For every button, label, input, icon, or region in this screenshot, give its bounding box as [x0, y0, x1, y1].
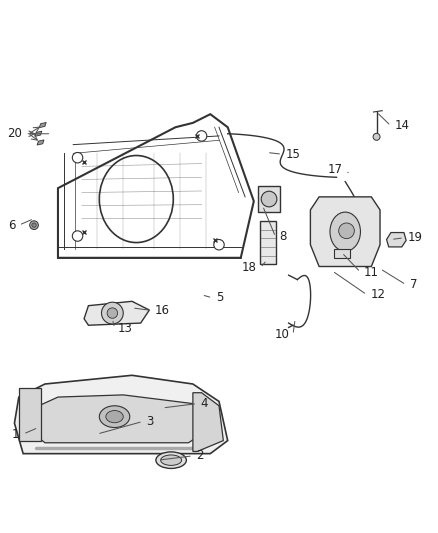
Circle shape [72, 231, 83, 241]
Ellipse shape [156, 452, 186, 469]
Ellipse shape [330, 212, 360, 251]
Text: 16: 16 [155, 304, 170, 317]
Circle shape [373, 133, 380, 140]
Circle shape [32, 223, 36, 228]
Polygon shape [14, 375, 228, 454]
Polygon shape [258, 186, 280, 212]
Text: 10: 10 [275, 328, 290, 341]
Text: 6: 6 [8, 219, 15, 232]
Polygon shape [19, 389, 41, 441]
Polygon shape [84, 301, 149, 325]
Text: 5: 5 [216, 292, 223, 304]
Text: 8: 8 [279, 230, 286, 244]
Text: 15: 15 [286, 148, 300, 161]
Circle shape [102, 302, 123, 324]
Circle shape [339, 223, 354, 239]
Polygon shape [260, 221, 276, 264]
Polygon shape [39, 123, 46, 128]
Text: 18: 18 [242, 261, 257, 274]
Circle shape [196, 131, 207, 141]
Polygon shape [334, 249, 350, 258]
Ellipse shape [161, 455, 182, 465]
Polygon shape [387, 232, 406, 247]
Text: 12: 12 [371, 288, 385, 301]
Text: 14: 14 [394, 119, 410, 132]
Polygon shape [34, 395, 201, 443]
Text: 20: 20 [7, 127, 22, 140]
Text: 2: 2 [196, 449, 204, 462]
Polygon shape [193, 393, 223, 451]
Text: 7: 7 [410, 278, 417, 291]
Text: 11: 11 [364, 265, 379, 279]
Circle shape [72, 152, 83, 163]
Circle shape [107, 308, 117, 318]
Text: 3: 3 [146, 415, 154, 428]
Ellipse shape [99, 406, 130, 427]
Ellipse shape [106, 410, 123, 423]
Polygon shape [35, 131, 42, 136]
Text: 19: 19 [407, 231, 423, 244]
Circle shape [261, 191, 277, 207]
Polygon shape [311, 197, 380, 266]
Circle shape [30, 221, 39, 230]
Text: 17: 17 [328, 164, 343, 176]
Circle shape [214, 239, 224, 250]
Text: 1: 1 [12, 427, 20, 441]
Text: 13: 13 [118, 322, 133, 335]
Text: 4: 4 [201, 397, 208, 410]
Polygon shape [37, 140, 44, 145]
